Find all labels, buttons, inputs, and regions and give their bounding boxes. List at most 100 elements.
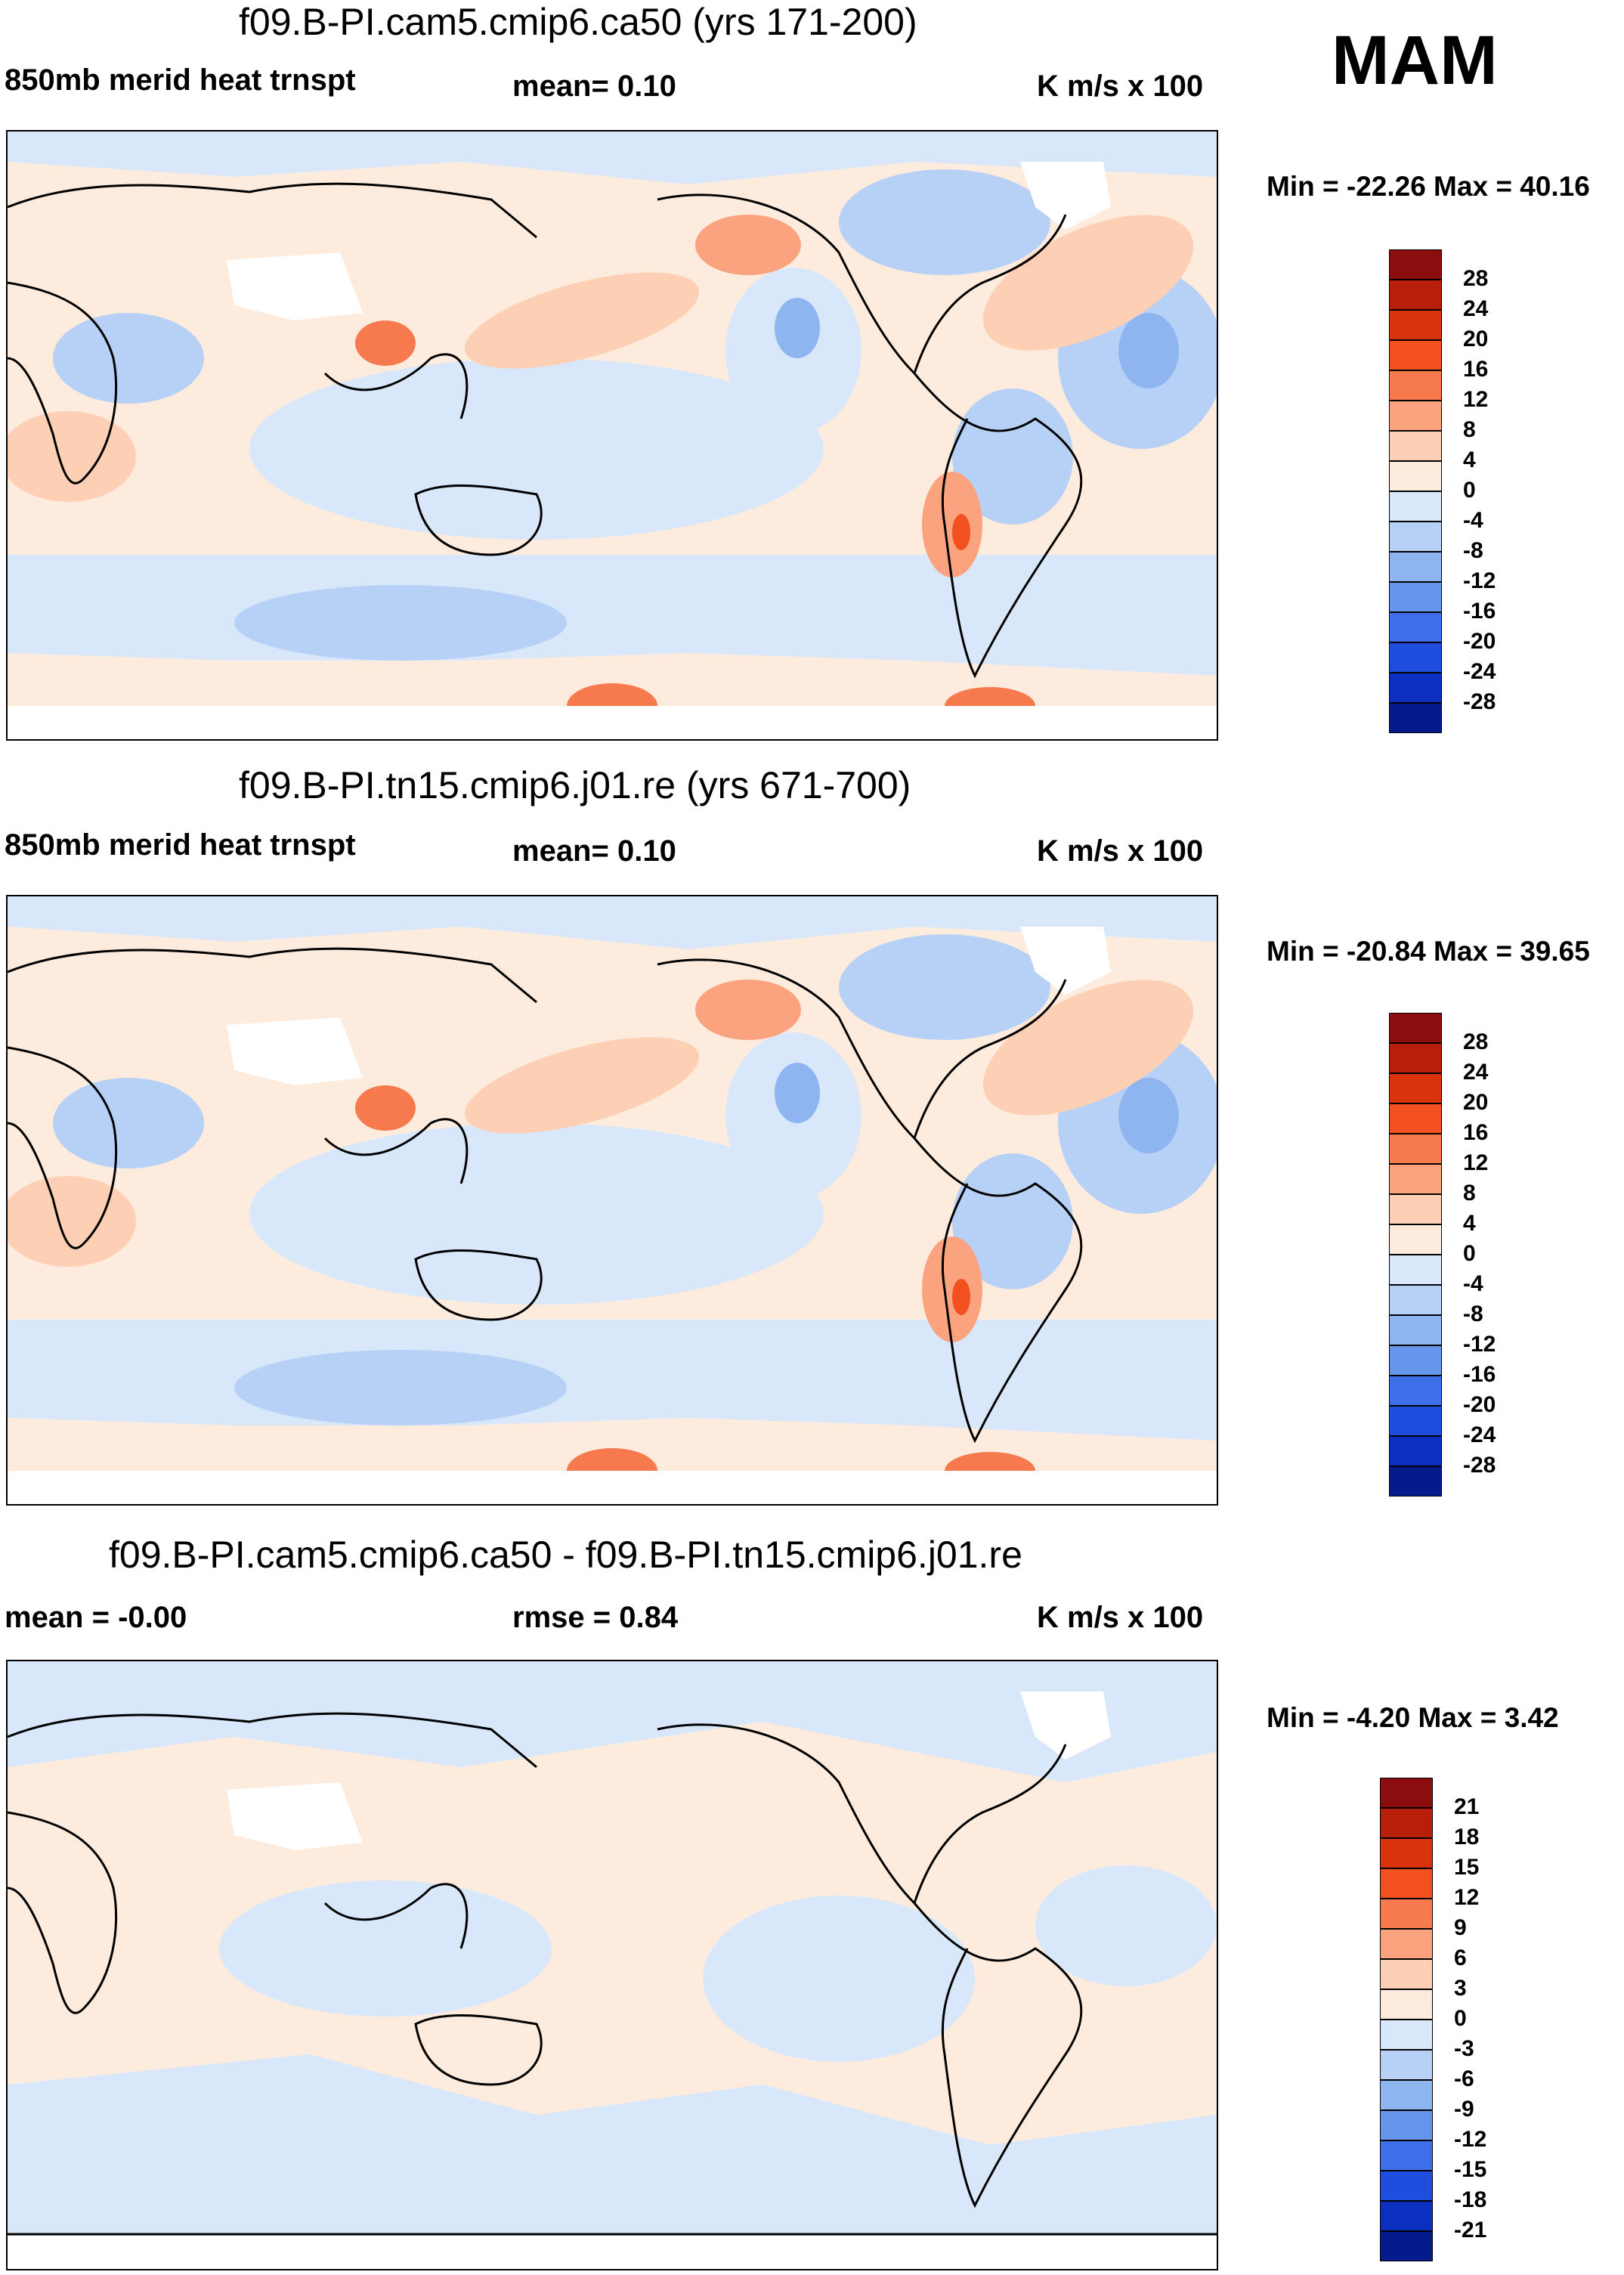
coastlines <box>8 182 1083 679</box>
season-label: MAM <box>1332 22 1498 99</box>
colorbar-swatch <box>1389 1043 1442 1073</box>
colorbar-swatch <box>1389 1134 1442 1164</box>
colorbar-swatch <box>1389 491 1442 522</box>
panel-2-mean-label: mean= 0.10 <box>512 834 676 868</box>
south-atlantic-positive <box>8 1176 136 1267</box>
africa-negative <box>53 313 204 404</box>
kuroshio-positive <box>464 272 700 369</box>
colorbar-swatch <box>1389 1406 1442 1436</box>
chile-core <box>952 1279 970 1315</box>
colorbar-swatch <box>1389 582 1442 612</box>
south-america-negative <box>952 1153 1073 1289</box>
colorbar-tick-label: 8 <box>1463 417 1476 442</box>
colorbar-tick-label: -24 <box>1463 659 1496 684</box>
colorbar-swatch <box>1389 673 1442 703</box>
colorbar-tick-label: -15 <box>1454 2157 1487 2182</box>
colorbar-tick-label: 15 <box>1454 1855 1480 1880</box>
colorbar-tick-label: 28 <box>1463 1029 1489 1054</box>
colorbar-swatch <box>1389 1224 1442 1255</box>
colorbar-swatch <box>1380 2080 1433 2110</box>
colorbar-swatch <box>1389 1255 1442 1285</box>
colorbar-swatch <box>1389 1103 1442 1134</box>
colorbar-tick-label: 21 <box>1454 1794 1480 1819</box>
panel-3-map <box>6 1660 1218 2270</box>
tibet-mask <box>227 252 363 320</box>
panel-1-map-svg <box>8 132 1217 739</box>
panel-1-map <box>6 130 1218 741</box>
colorbar-tick-label: -9 <box>1454 2097 1474 2122</box>
colorbar-swatch <box>1389 370 1442 401</box>
antarctica-mask <box>8 1471 1217 1504</box>
colorbar-swatch <box>1389 1013 1442 1043</box>
colorbar-swatch <box>1389 552 1442 582</box>
panel-2-map-svg <box>8 896 1217 1504</box>
atlantic-negative <box>1035 1865 1217 1986</box>
colorbar-swatch <box>1389 1315 1442 1345</box>
colorbar-swatch <box>1380 2050 1433 2080</box>
antarctica-mask <box>8 706 1217 739</box>
colorbar-swatch <box>1380 2201 1433 2231</box>
colorbar-swatch <box>1389 1466 1442 1497</box>
alaska-positive <box>695 215 801 275</box>
panel-1-field-label: 850mb merid heat trnspt <box>5 63 356 97</box>
colorbar-swatch <box>1380 1989 1433 2020</box>
colorbar-tick-label: -20 <box>1463 1392 1496 1417</box>
colorbar-swatch <box>1380 2110 1433 2140</box>
alaska-positive <box>695 980 801 1040</box>
east-pacific-negative <box>703 1896 975 2062</box>
chile-positive <box>922 472 982 577</box>
colorbar-tick-label: 6 <box>1454 1945 1467 1970</box>
north-negative-band <box>8 1661 1217 1782</box>
tibet-mask <box>227 1782 363 1850</box>
colorbar-swatch <box>1389 310 1442 340</box>
south-negative-band <box>8 2054 1217 2236</box>
panel-1-minmax: Min = -22.26 Max = 40.16 <box>1267 171 1590 202</box>
colorbar-tick-label: -20 <box>1463 629 1496 654</box>
colorbar-tick-label: 4 <box>1463 1211 1476 1236</box>
colorbar-swatch <box>1380 1808 1433 1838</box>
colorbar-swatch <box>1389 461 1442 491</box>
colorbar-swatch <box>1389 1073 1442 1103</box>
panel-2-minmax: Min = -20.84 Max = 39.65 <box>1267 936 1590 967</box>
panel-1-mean-label: mean= 0.10 <box>512 70 676 103</box>
colorbar-tick-label: 0 <box>1463 1241 1476 1266</box>
canada-negative <box>839 934 1050 1040</box>
panel-2-map <box>6 895 1218 1506</box>
panel-3-map-svg <box>8 1661 1217 2269</box>
colorbar-swatch <box>1380 1838 1433 1868</box>
colorbar-tick-label: -8 <box>1463 1302 1483 1326</box>
panel-3-title: f09.B-PI.cam5.cmip6.ca50 - f09.B-PI.tn15… <box>109 1534 1022 1576</box>
panel-2-field-label: 850mb merid heat trnspt <box>5 828 356 862</box>
colorbar-tick-label: -16 <box>1463 1362 1496 1387</box>
coastlines <box>8 1712 1217 2236</box>
colorbar-tick-label: -8 <box>1463 538 1483 563</box>
antarctica-mask <box>8 2236 1217 2269</box>
gulf-stream-positive <box>982 215 1194 351</box>
pacific-positive <box>521 1812 703 1903</box>
colorbar-tick-label: 28 <box>1463 266 1489 291</box>
colorbar-swatch <box>1380 1868 1433 1899</box>
colorbar-tick-label: 18 <box>1454 1825 1480 1849</box>
colorbar-swatch <box>1380 2020 1433 2050</box>
arctic-negative-band <box>8 132 1217 184</box>
colorbar-tick-label: 8 <box>1463 1181 1476 1206</box>
east-pacific-core <box>775 298 820 358</box>
panel-3-mean-label: mean = -0.00 <box>5 1601 187 1634</box>
colorbar-tick-label: 20 <box>1463 327 1489 351</box>
colorbar-swatch <box>1389 340 1442 370</box>
colorbar-swatch <box>1389 1194 1442 1224</box>
colorbar-tick-label: 24 <box>1463 296 1489 321</box>
colorbar-tick-label: -4 <box>1463 508 1483 533</box>
canada-negative <box>839 169 1050 275</box>
china-positive <box>355 320 416 366</box>
indian-ocean-negative <box>234 1350 567 1425</box>
colorbar-tick-label: 9 <box>1454 1915 1467 1940</box>
greenland-mask <box>1020 927 1111 995</box>
colorbar-swatch <box>1389 1285 1442 1315</box>
coastlines <box>8 947 1083 1444</box>
colorbar-tick-label: -4 <box>1463 1271 1483 1296</box>
colorbar-tick-label: 4 <box>1463 447 1476 472</box>
panel-3-rmse-label: rmse = 0.84 <box>512 1601 679 1634</box>
indian-ocean-negative <box>234 585 567 661</box>
colorbar-tick-label: 16 <box>1463 357 1489 382</box>
